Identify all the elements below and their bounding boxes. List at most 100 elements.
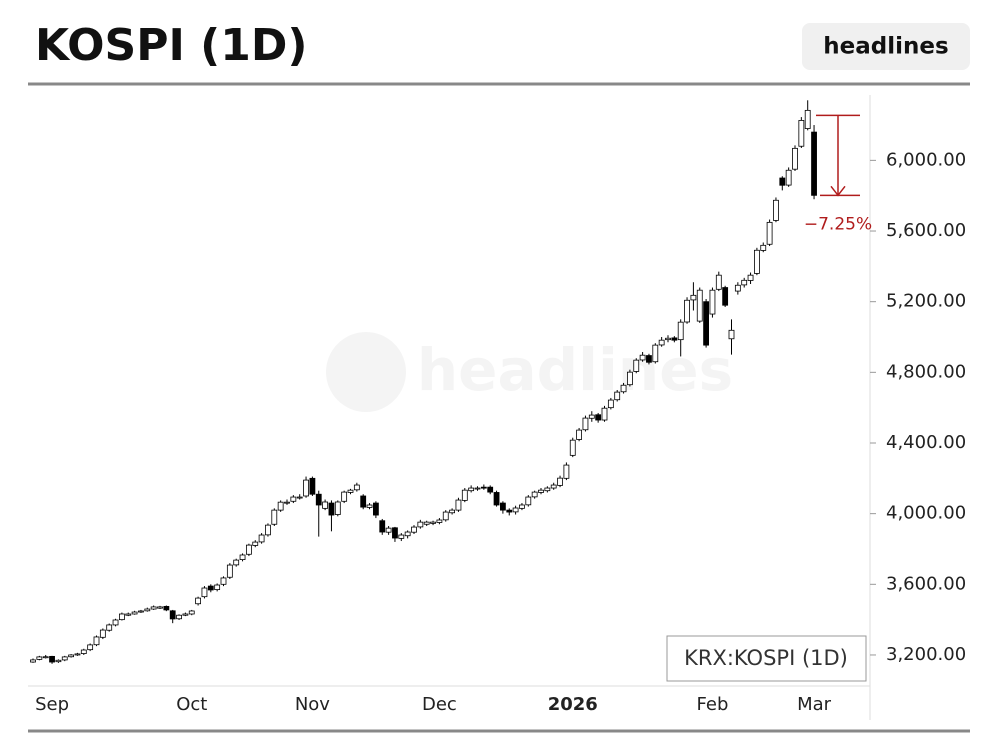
candle-body (138, 610, 144, 613)
candle-body (785, 169, 792, 186)
candle-body (563, 464, 570, 479)
candle-body (93, 636, 100, 646)
candle-body (303, 479, 309, 497)
y-tick-label: 5,200.00 (886, 291, 966, 312)
candle-body (804, 109, 811, 129)
candle-body (468, 487, 475, 492)
candle-body (811, 131, 817, 196)
candle-body (296, 496, 303, 499)
candle-body (42, 656, 49, 659)
candle-body (423, 521, 430, 525)
candle-body (582, 417, 589, 431)
candle-body (106, 624, 113, 631)
candle-body (461, 489, 468, 501)
candle-body (245, 544, 252, 555)
page-title: KOSPI (1D) (35, 20, 308, 71)
y-tick-label: 3,200.00 (886, 644, 966, 665)
candle-body (646, 355, 652, 363)
candle-body (252, 541, 259, 546)
candle-body (150, 606, 157, 610)
x-tick-label: 2026 (548, 694, 598, 715)
candle-body (779, 177, 786, 186)
candle-body (80, 649, 87, 654)
candle-body (595, 414, 602, 421)
button-label[interactable]: headlines (823, 34, 948, 60)
candle-body (709, 289, 716, 315)
candle-body (734, 284, 741, 292)
legend-label: KRX:KOSPI (1D) (684, 646, 848, 670)
candle-body (766, 221, 773, 245)
candle-body (176, 614, 182, 620)
candle-body (328, 502, 335, 516)
candle-body (747, 274, 754, 281)
legend-box (666, 635, 867, 682)
candle-body (722, 287, 729, 306)
candle-body (442, 511, 449, 521)
candle-body (99, 629, 106, 638)
candle-body (525, 496, 532, 506)
x-tick-label: Mar (797, 694, 832, 715)
candle-body (715, 274, 722, 290)
candle-body (87, 644, 94, 651)
candle-body (131, 611, 138, 615)
candle-body (798, 120, 805, 147)
candle-body (125, 613, 132, 616)
candle-body (30, 659, 36, 663)
candle-body (576, 429, 582, 440)
x-tick-label: Oct (176, 694, 207, 715)
headlines-button[interactable] (802, 23, 970, 70)
candle-body (652, 344, 659, 363)
candle-body (449, 509, 456, 514)
candle-body (55, 659, 62, 663)
candle-body (265, 524, 271, 536)
candle-body (239, 554, 246, 560)
candle-body (741, 279, 748, 286)
x-tick-label: Feb (697, 694, 729, 715)
candle-body (671, 337, 678, 341)
candle-body (207, 585, 214, 591)
y-tick-label: 4,800.00 (886, 361, 966, 382)
y-tick-label: 3,600.00 (886, 573, 966, 594)
candle-body (334, 501, 341, 515)
candle-body (220, 577, 227, 585)
candle-body (760, 244, 767, 251)
candle-body (341, 491, 348, 502)
candle-body (474, 487, 481, 490)
candle-body (627, 371, 633, 386)
candle-body (480, 486, 487, 489)
candle-body (665, 337, 671, 341)
candle-body (487, 486, 494, 493)
candle-body (309, 477, 316, 495)
candle-body (639, 354, 646, 361)
candle-body (271, 509, 278, 525)
candle-body (633, 359, 640, 372)
candle-body (620, 384, 627, 393)
candle-body (182, 613, 189, 616)
candle-body (601, 407, 608, 421)
candle-body (538, 489, 544, 493)
candle-body (277, 501, 284, 511)
candle-body (677, 321, 684, 341)
candle-body (696, 289, 703, 322)
annotation-arrowhead (830, 185, 846, 197)
candle-body (258, 534, 265, 543)
candle-body (68, 654, 74, 658)
candle-body (61, 656, 68, 661)
candle-body (284, 501, 290, 504)
candle-body (550, 484, 557, 489)
candle-body (569, 439, 576, 456)
watermark-icon (326, 332, 406, 412)
candle-body (163, 605, 170, 611)
candle-body (773, 199, 779, 221)
candle-body (531, 491, 538, 498)
candle-body (322, 501, 329, 509)
candle-body (684, 299, 690, 323)
candle-body (506, 509, 513, 513)
candle-body (512, 507, 519, 513)
candle-body (792, 147, 798, 170)
candle-body (499, 502, 506, 511)
candle-body (754, 249, 760, 274)
candle-body (214, 584, 221, 591)
candle-body (614, 391, 621, 401)
candle-body (411, 526, 417, 533)
